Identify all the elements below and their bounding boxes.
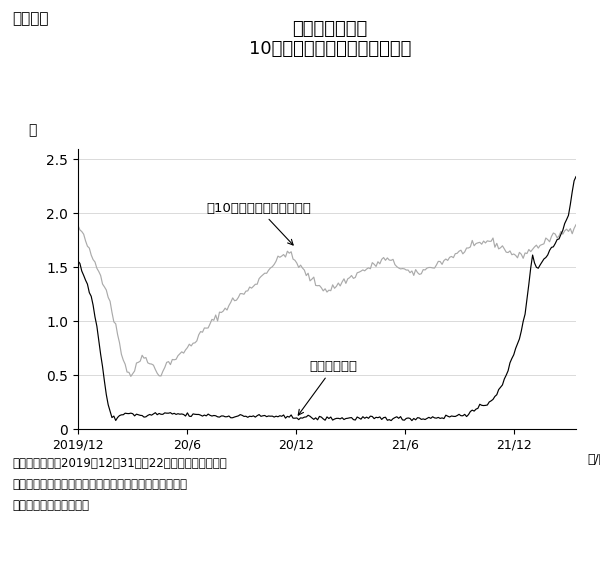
Text: 10年債金利（長期金利）の推移: 10年債金利（長期金利）の推移 [249, 40, 411, 58]
Text: （注）　期間は2019年12月31日～22年４月１日、日次。: （注） 期間は2019年12月31日～22年４月１日、日次。 [12, 457, 227, 470]
Text: ％: ％ [28, 123, 37, 137]
Text: ジメント作成。: ジメント作成。 [12, 499, 89, 512]
Text: 年/月: 年/月 [587, 453, 600, 466]
Text: 米10年債金利（長期金利）: 米10年債金利（長期金利） [206, 201, 311, 245]
Text: （出所）　リフィニティブから、明治安田アセットマネ: （出所） リフィニティブから、明治安田アセットマネ [12, 478, 187, 491]
Text: 〔図表〕: 〔図表〕 [12, 11, 49, 26]
Text: 米２年債金利: 米２年債金利 [298, 360, 358, 415]
Text: 米２年債金利と: 米２年債金利と [292, 20, 368, 38]
